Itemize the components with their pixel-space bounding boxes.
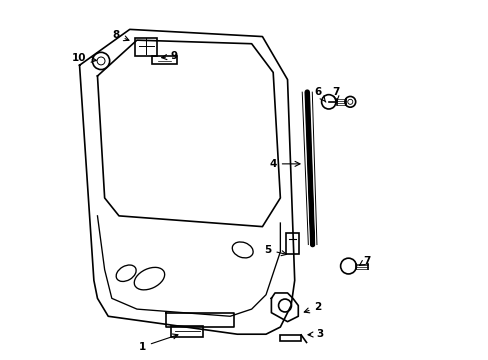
Text: 9: 9 bbox=[162, 51, 178, 61]
Text: 2: 2 bbox=[304, 302, 321, 313]
Text: 4: 4 bbox=[269, 159, 300, 169]
Text: 5: 5 bbox=[264, 245, 286, 256]
Bar bbox=[152, 56, 176, 64]
Text: 7: 7 bbox=[359, 256, 369, 266]
Text: 7: 7 bbox=[332, 87, 339, 101]
Text: 8: 8 bbox=[112, 30, 129, 41]
Text: 10: 10 bbox=[72, 53, 96, 63]
Bar bbox=[135, 39, 157, 56]
Text: 3: 3 bbox=[307, 329, 323, 339]
Text: 6: 6 bbox=[314, 87, 325, 102]
Bar bbox=[286, 233, 299, 253]
Bar bbox=[279, 335, 301, 341]
Text: 1: 1 bbox=[139, 334, 178, 352]
Bar bbox=[171, 326, 203, 337]
